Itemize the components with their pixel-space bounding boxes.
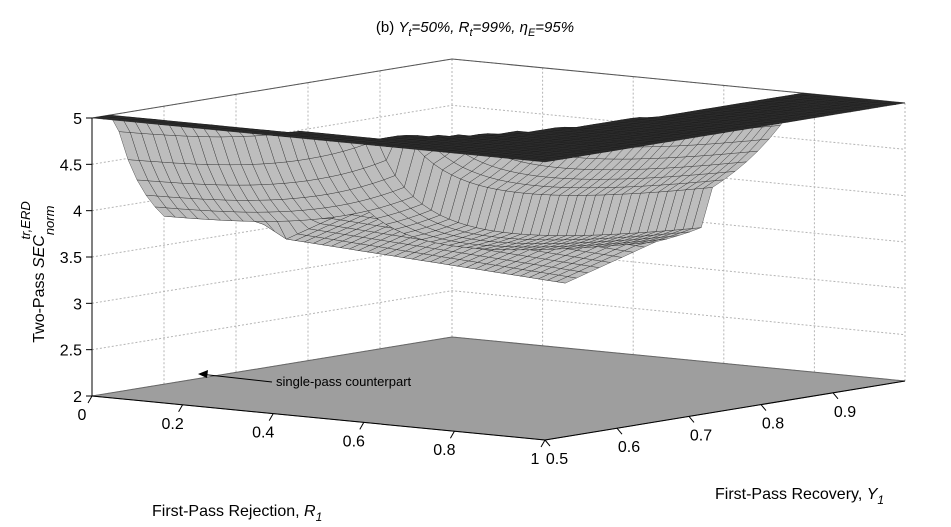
x-axis-line [91, 395, 546, 441]
chart-title: (b) Yt=50%, Rt=99%, ηE=95% [376, 19, 574, 39]
x-tick-label: 0.2 [161, 416, 183, 433]
x-tick-mark [540, 439, 546, 448]
annotation-arrow-line [199, 373, 273, 383]
x-tick-label: 1 [531, 451, 540, 468]
x-tick-mark [87, 395, 93, 404]
y-axis-line [544, 380, 906, 441]
x-tick-mark [268, 413, 274, 421]
surface-mesh [91, 92, 906, 284]
y-tick-label: 0.5 [546, 451, 568, 468]
z-tick-label: 5 [73, 111, 82, 128]
y-tick-label: 0.6 [618, 439, 640, 456]
z-tick-label: 2.5 [60, 343, 82, 360]
x-tick-mark [178, 404, 184, 413]
y-tick-label: 0.8 [762, 416, 784, 433]
annotation-label: single-pass counterpart [276, 374, 412, 389]
x-axis-label: First-Pass Rejection, R1 [152, 503, 322, 524]
axes: 2 2.5 3 3.5 4 4.5 5 0 0.2 0.4 0.6 0.8 1 0.5 0.6 0.7 0.8 0… [60, 111, 906, 468]
x-tick-mark [359, 422, 365, 430]
box-top-edge [91, 58, 906, 119]
y-tick-mark [688, 416, 695, 423]
y-tick-mark [832, 392, 839, 400]
y-tick-mark [616, 427, 623, 435]
z-tick-label: 4.5 [60, 157, 82, 174]
annotation-arrow-head [198, 370, 208, 378]
z-tick-label: 2 [73, 389, 82, 406]
z-tick-label: 3.5 [60, 250, 82, 267]
z-tick-label: 4 [73, 204, 82, 221]
z-tick-label: 3 [73, 296, 82, 313]
annotation-single-pass: single-pass counterpart [198, 370, 412, 389]
x-tick-label: 0 [78, 407, 87, 424]
z-axis-label: Two-Pass SECnormtr,ERD [18, 201, 57, 343]
grid-line-z [91, 290, 906, 351]
x-tick-label: 0.6 [343, 433, 365, 450]
y-tick-mark [544, 439, 551, 447]
y-axis-label: First-Pass Recovery, Y1 [715, 486, 884, 507]
x-tick-label: 0.8 [433, 442, 455, 459]
y-tick-label: 0.9 [834, 404, 856, 421]
y-tick-label: 0.7 [690, 427, 712, 444]
surface-cell [533, 159, 555, 163]
y-tick-mark [760, 404, 767, 411]
x-tick-mark [449, 430, 455, 439]
x-tick-label: 0.4 [252, 425, 274, 442]
